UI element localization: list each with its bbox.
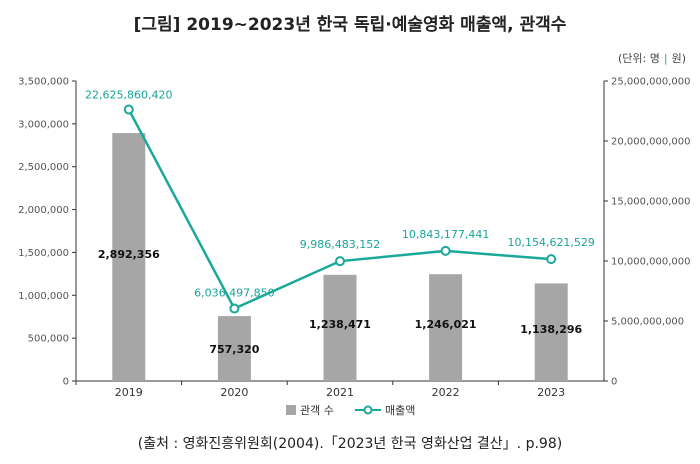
y-left-tick-label: 1,500,000 <box>18 248 69 259</box>
y-left-tick-label: 2,500,000 <box>18 162 69 173</box>
y-right-tick-label: 5,000,000,000 <box>611 317 684 328</box>
revenue-point-2020 <box>229 303 240 314</box>
y-left-tick-label: 3,500,000 <box>18 77 69 88</box>
legend-bar-label: 관객 수 <box>300 404 334 417</box>
source-note: (출처 : 영화진흥위원회(2004).「2023년 한국 영화산업 결산」. … <box>137 436 563 452</box>
bar-value-label: 1,246,021 <box>415 318 477 331</box>
y-left-tick-label: 1,000,000 <box>18 291 69 302</box>
y-right-tick-label: 0 <box>611 377 617 388</box>
revenue-value-label: 6,036,497,850 <box>194 287 274 300</box>
revenue-value-label: 22,625,860,420 <box>85 88 172 101</box>
revenue-point-2019 <box>123 104 134 115</box>
bar-2020 <box>217 316 251 381</box>
chart-title: [그림] 2019~2023년 한국 독립·예술영화 매출액, 관객수 <box>133 15 567 35</box>
bar-2019 <box>112 133 146 381</box>
y-right-tick-label: 15,000,000,000 <box>611 197 691 208</box>
unit-prefix: (단위: <box>618 52 650 65</box>
unit-note: (단위: 명 | 원) <box>618 50 686 66</box>
y-right-tick-label: 25,000,000,000 <box>611 77 691 88</box>
revenue-point-2021 <box>335 256 345 267</box>
legend-bar-swatch <box>286 405 296 415</box>
unit-left: 명 <box>649 52 660 65</box>
y-left-tick-label: 2,000,000 <box>18 205 69 216</box>
x-tick-label: 2023 <box>537 386 565 399</box>
bar-value-label: 2,892,356 <box>98 248 160 261</box>
revenue-point-2023 <box>546 254 557 265</box>
x-tick-label: 2021 <box>326 386 354 399</box>
bar-value-label: 757,320 <box>209 343 259 356</box>
x-tick-label: 2022 <box>432 386 460 399</box>
x-tick-label: 2019 <box>115 386 143 399</box>
y-left-tick-label: 0 <box>63 377 69 388</box>
x-tick-label: 2020 <box>220 386 248 399</box>
bar-2022 <box>429 274 463 381</box>
bar-2021 <box>323 274 357 381</box>
revenue-value-label: 9,986,483,152 <box>300 238 380 251</box>
revenue-point-2022 <box>440 245 451 256</box>
bar-value-label: 1,138,296 <box>520 323 582 336</box>
revenue-value-label: 10,154,621,529 <box>507 236 594 249</box>
y-left-tick-label: 3,000,000 <box>18 119 69 130</box>
y-right-tick-label: 20,000,000,000 <box>611 137 691 148</box>
revenue-value-label: 10,843,177,441 <box>402 228 489 241</box>
legend-line-marker <box>363 405 373 415</box>
y-left-tick-label: 500,000 <box>28 334 69 345</box>
bar-value-label: 1,238,471 <box>309 318 371 331</box>
y-right-tick-label: 10,000,000,000 <box>611 257 691 268</box>
unit-separator: | <box>663 52 668 65</box>
unit-right: 원) <box>671 52 686 65</box>
bar-2023 <box>534 283 568 381</box>
legend-line-label: 매출액 <box>385 404 415 417</box>
